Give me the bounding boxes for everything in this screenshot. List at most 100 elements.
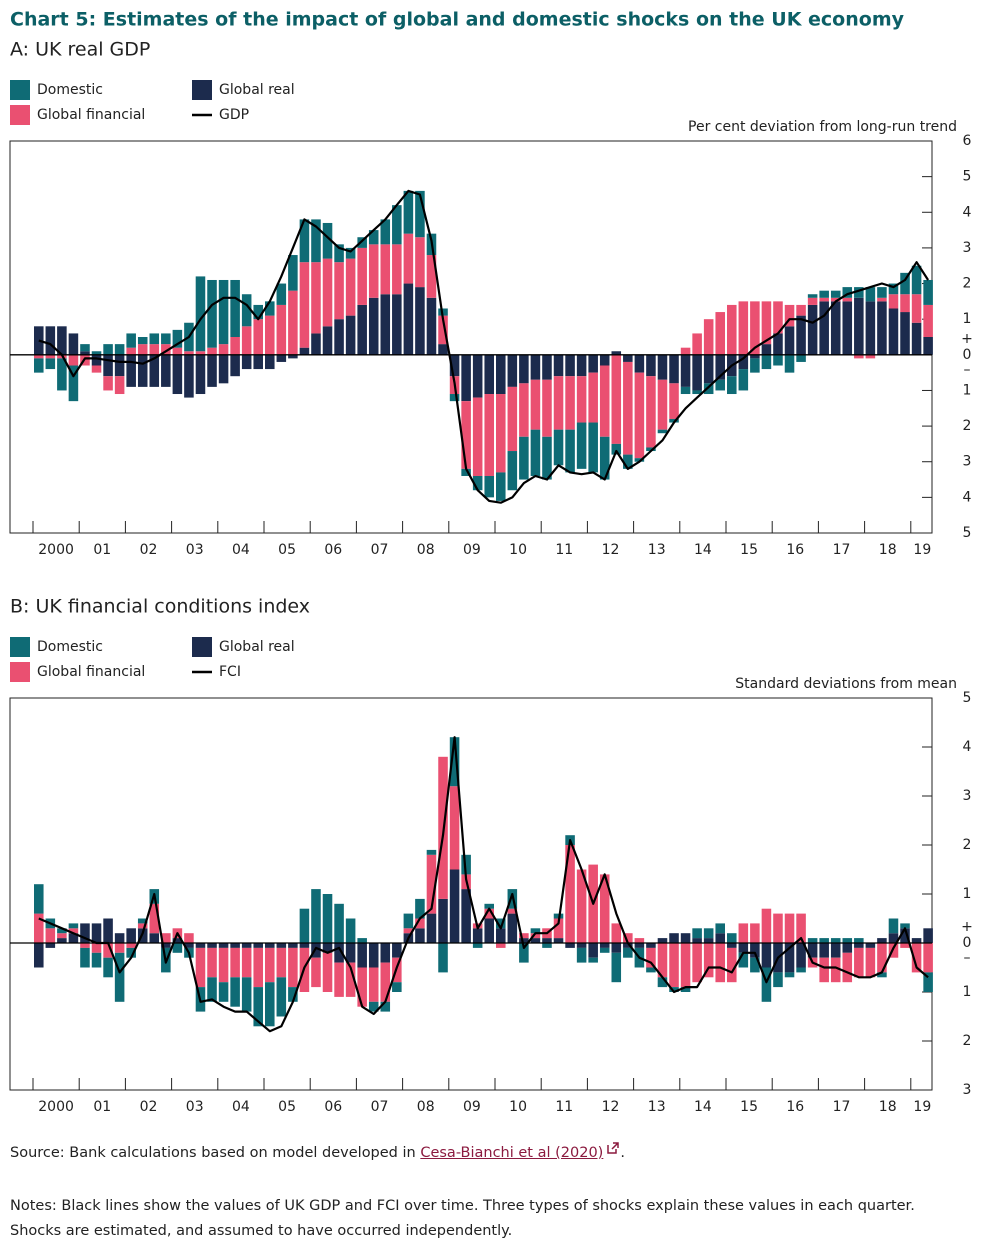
bar-segment [230,337,240,355]
bar-segment [472,354,483,398]
bar-segment [34,943,44,968]
bar-segment [114,354,125,377]
bar-segment [126,347,136,355]
bar-segment [265,354,275,370]
bar-segment [773,354,783,366]
legend-label: Global financial [37,107,145,123]
bar-segment [761,344,772,355]
bar-segment [738,354,749,370]
bar-segment [461,468,471,476]
bar-segment [565,943,575,948]
bar-segment [842,287,853,298]
bar-segment [507,908,518,914]
source-link[interactable]: Cesa-Bianchi et al (2020) [420,1145,604,1161]
bar-segment [449,737,460,787]
bar-segment [137,923,148,929]
bar-segment [472,928,483,943]
bar-segment [830,290,841,298]
bar-segment [91,923,102,943]
x-tick-label: 2000 [38,542,74,558]
y-tick-label: 5 [963,169,972,185]
x-tick-label: 11 [555,542,573,558]
bar-segment [877,287,887,298]
bar-segment [623,361,633,455]
bar-segment [45,354,56,359]
bar-segment [807,297,818,305]
bar-segment [392,205,402,245]
bar-segment [727,943,737,948]
bar-segment [403,928,414,934]
x-tick-label: 11 [555,1099,573,1115]
bar-segment [923,279,933,305]
bar-segment [276,354,287,362]
bar-segment [345,258,356,316]
bar-segment [149,903,160,934]
bar-segment [368,230,379,245]
bar-segment [900,943,910,948]
y-tick-label: 4 [963,489,972,505]
bar-segment [265,982,275,1027]
bar-segment [530,928,541,934]
bar-segment [45,943,56,948]
source-suffix: . [620,1145,625,1161]
bar-segment [380,294,391,355]
line [38,189,930,504]
bar-segment [380,962,391,1002]
bar-segment [599,947,610,953]
bar-segment [576,422,587,469]
y-tick-label: 3 [963,454,972,470]
bar-segment [669,383,679,419]
bar-segment [496,928,506,943]
bar-segment [611,351,622,355]
bar-segment [588,354,598,373]
x-tick-label: 02 [140,1099,158,1115]
bar-segment [576,943,587,948]
bar-segment [877,972,887,978]
bar-segment [91,354,102,366]
bar-segment [738,369,749,391]
bar-segment [519,938,529,943]
bar-segment [507,354,518,387]
bar-segment [334,903,344,943]
bar-segment [796,943,806,968]
x-tick-label: 05 [278,1099,296,1115]
bar-segment [599,436,610,480]
bar-segment [576,947,587,963]
bar-segment [403,233,414,284]
x-tick-label: 10 [509,542,527,558]
bar-segment [750,301,760,355]
bar-segment [311,262,321,334]
bar-segment [161,933,171,943]
bar-segment [692,333,702,355]
bar-segment [368,943,379,968]
bar-segment [426,849,437,855]
bar-segment [900,312,910,355]
bar-segment [114,344,125,355]
bar-segment [68,365,79,402]
bar-segment [184,933,194,943]
bar-segment [392,943,402,958]
bar-segment [761,967,772,1002]
bar-segment [34,884,44,914]
bar-segment [149,933,160,943]
bar-segment [265,301,275,316]
bar-segment [357,237,367,248]
bar-segment [80,351,90,355]
bar-segment [692,928,702,939]
bar-segment [496,354,506,395]
bar-segment [368,1001,379,1012]
bar-segment [542,938,552,943]
x-tick-label: 02 [140,542,158,558]
legend-label: Domestic [37,82,103,98]
bar-segment [819,943,829,958]
legend-label: GDP [219,107,249,123]
bar-segment [195,276,206,352]
y-tick-label: 1 [963,886,972,902]
bar-segment [542,379,552,437]
bar-segment [750,923,760,943]
bar-segment [646,947,656,968]
bar-segment [426,255,437,298]
bar-segment [727,947,737,983]
bar-segment [345,918,356,943]
bar-segment [796,354,806,362]
